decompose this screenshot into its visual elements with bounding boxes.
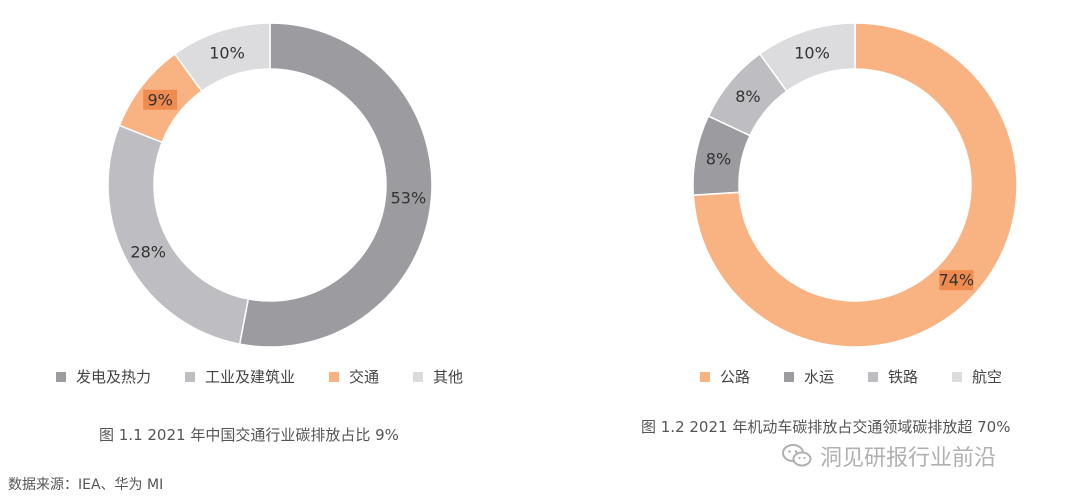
legend-item: 交通 — [329, 366, 379, 387]
donut-slice — [173, 22, 271, 93]
legend-item: 铁路 — [868, 366, 918, 387]
legend-label: 交通 — [349, 368, 380, 386]
wechat-icon — [782, 444, 812, 467]
slice-label: 53% — [391, 189, 427, 208]
legend-left: 发电及热力 工业及建筑业 交通 其他 — [56, 366, 463, 387]
legend-right: 公路 水运 铁路 航空 — [700, 366, 1002, 387]
slice-label-highlight — [143, 89, 178, 110]
legend-item: 工业及建筑业 — [185, 366, 295, 387]
legend-label: 工业及建筑业 — [205, 368, 296, 386]
slice-label: 74% — [939, 271, 975, 290]
donut-slice — [238, 22, 433, 348]
legend-swatch — [185, 371, 196, 382]
legend-label: 铁路 — [888, 368, 919, 386]
legend-item: 航空 — [952, 366, 1002, 387]
donut-chart-right: 74% 8% 8% 10% — [692, 22, 1018, 348]
legend-swatch — [56, 371, 66, 382]
source-note: 数据来源：IEA、华为 MI — [8, 477, 164, 493]
legend-label: 公路 — [720, 368, 751, 386]
legend-swatch — [700, 371, 710, 382]
donut-slice — [758, 22, 856, 93]
slice-label: 9% — [147, 90, 172, 109]
legend-swatch — [329, 371, 340, 382]
legend-swatch — [868, 371, 879, 382]
legend-swatch — [784, 371, 795, 382]
legend-item: 公路 — [700, 366, 750, 387]
donut-slice — [107, 124, 250, 346]
legend-item: 发电及热力 — [56, 366, 151, 387]
legend-item: 其他 — [413, 366, 463, 387]
legend-item: 水运 — [784, 366, 834, 387]
legend-label: 其他 — [433, 368, 464, 386]
legend-label: 水运 — [804, 368, 835, 386]
slice-label: 10% — [794, 43, 830, 62]
chart-title-left: 图 1.1 2021 年中国交通行业碳排放占比 9% — [99, 426, 399, 444]
slice-label: 8% — [735, 87, 760, 106]
donut-chart-left: 53% 28% 9% 10% — [107, 22, 433, 348]
legend-label: 发电及热力 — [76, 368, 152, 386]
slice-label: 10% — [209, 43, 245, 62]
legend-label: 航空 — [972, 368, 1003, 386]
slice-label: 8% — [706, 149, 731, 168]
legend-swatch — [952, 371, 963, 382]
donut-slice — [692, 22, 1018, 348]
watermark: 洞见研报行业前沿 — [782, 440, 996, 472]
chart-title-right: 图 1.2 2021 年机动车碳排放占交通领域碳排放超 70% — [641, 418, 1011, 436]
slice-label-highlight — [939, 270, 974, 291]
legend-swatch — [413, 371, 424, 382]
slice-label: 28% — [130, 242, 166, 261]
watermark-text: 洞见研报行业前沿 — [820, 446, 997, 471]
